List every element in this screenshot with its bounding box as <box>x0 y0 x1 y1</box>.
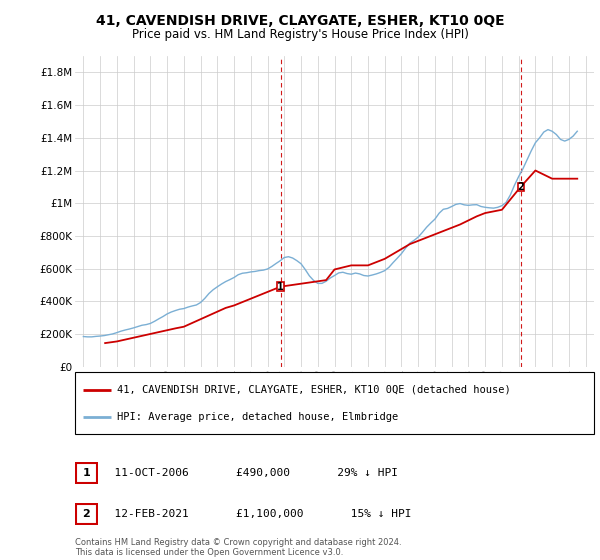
Text: 12-FEB-2021       £1,100,000       15% ↓ HPI: 12-FEB-2021 £1,100,000 15% ↓ HPI <box>101 509 412 519</box>
Text: 2: 2 <box>517 182 524 192</box>
Text: Price paid vs. HM Land Registry's House Price Index (HPI): Price paid vs. HM Land Registry's House … <box>131 28 469 41</box>
Text: 41, CAVENDISH DRIVE, CLAYGATE, ESHER, KT10 0QE (detached house): 41, CAVENDISH DRIVE, CLAYGATE, ESHER, KT… <box>116 385 510 395</box>
Text: HPI: Average price, detached house, Elmbridge: HPI: Average price, detached house, Elmb… <box>116 412 398 422</box>
Text: 11-OCT-2006       £490,000       29% ↓ HPI: 11-OCT-2006 £490,000 29% ↓ HPI <box>101 468 398 478</box>
FancyBboxPatch shape <box>76 504 97 524</box>
FancyBboxPatch shape <box>277 282 284 291</box>
Text: 1: 1 <box>277 282 284 292</box>
Text: 1: 1 <box>83 468 90 478</box>
Text: 41, CAVENDISH DRIVE, CLAYGATE, ESHER, KT10 0QE: 41, CAVENDISH DRIVE, CLAYGATE, ESHER, KT… <box>95 14 505 28</box>
Text: Contains HM Land Registry data © Crown copyright and database right 2024.
This d: Contains HM Land Registry data © Crown c… <box>75 538 401 557</box>
FancyBboxPatch shape <box>76 463 97 483</box>
Text: 2: 2 <box>83 509 90 519</box>
FancyBboxPatch shape <box>518 183 524 191</box>
